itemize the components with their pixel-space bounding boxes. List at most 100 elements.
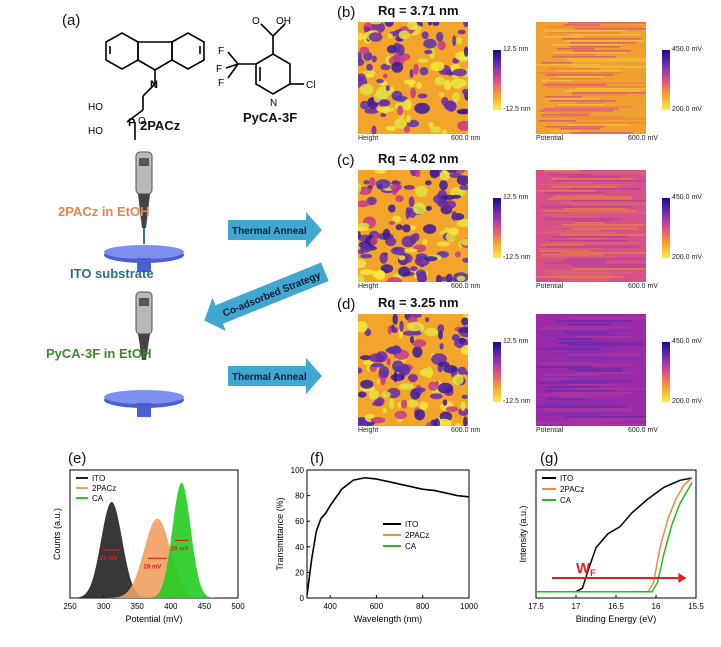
- afm-grain: [405, 207, 410, 220]
- afm-grain: [369, 353, 384, 363]
- afm-grain: [438, 330, 443, 340]
- afm-grain: [391, 215, 402, 223]
- kpfm-streak: [563, 24, 601, 26]
- afm-grain: [400, 399, 408, 409]
- kpfm-streak: [574, 372, 636, 374]
- colorbar-min: 200.0 mV: [672, 106, 702, 113]
- afm-grain: [416, 81, 422, 90]
- afm-grain: [413, 232, 420, 242]
- afm-grain: [412, 339, 427, 348]
- kpfm-streak: [553, 392, 633, 394]
- afm-grain: [360, 253, 373, 259]
- kpfm-streak: [545, 126, 605, 128]
- caption-potential: Potential: [536, 135, 564, 142]
- panel-label-a: (a): [62, 12, 81, 29]
- atom-oh: OH: [276, 16, 291, 27]
- afm-grain: [461, 317, 468, 326]
- panel-label-e: (e): [68, 450, 87, 467]
- kpfm-streak: [570, 132, 635, 134]
- afm-grain: [424, 49, 433, 55]
- kpfm-streak: [553, 54, 596, 56]
- kpfm-streak: [539, 184, 628, 186]
- afm-grain: [411, 331, 422, 336]
- substrate-icon-2: [104, 390, 184, 417]
- afm-grain: [385, 125, 397, 131]
- series-ito-line: [306, 476, 470, 596]
- colorbar-max: 12.5 nm: [503, 46, 529, 53]
- kpfm-streak: [564, 332, 609, 334]
- afm-grain: [391, 180, 401, 185]
- afm-grain: [417, 93, 428, 99]
- kpfm-streak: [538, 348, 602, 350]
- kpfm-streak: [549, 274, 612, 276]
- caption-pscale: 600.0 mV: [628, 283, 658, 290]
- kpfm-streak: [536, 406, 627, 408]
- afm-grain: [403, 185, 415, 190]
- kpfm-potential-image: [536, 314, 646, 426]
- afm-grain: [389, 398, 395, 410]
- kpfm-streak: [541, 330, 636, 332]
- kpfm-streak: [537, 414, 599, 416]
- afm-grain: [385, 236, 397, 247]
- atom-f2: F: [216, 64, 222, 75]
- afm-grain: [413, 63, 419, 75]
- afm-grain: [406, 115, 412, 123]
- afm-grain: [372, 270, 385, 279]
- colorbar-fill: [493, 342, 501, 402]
- kpfm-streak: [557, 48, 595, 50]
- colorbar-max: 12.5 nm: [503, 194, 529, 201]
- afm-grain: [443, 79, 452, 91]
- legend-label: CA: [92, 494, 104, 503]
- kpfm-streak: [571, 194, 604, 196]
- afm-grain: [414, 102, 430, 114]
- kpfm-streak: [546, 242, 643, 244]
- afm-grain: [358, 186, 372, 195]
- kpfm-streak: [549, 100, 616, 102]
- afm-grain: [409, 68, 414, 78]
- kpfm-streak: [543, 410, 636, 412]
- kpfm-streak: [556, 320, 633, 322]
- kpfm-streak: [565, 416, 646, 418]
- afm-grain: [421, 31, 429, 40]
- kpfm-streak: [570, 42, 636, 44]
- atom-ho-2: HO: [88, 126, 103, 137]
- afm-grain: [378, 99, 391, 107]
- kpfm-streak: [543, 272, 632, 274]
- atom-f1: F: [218, 46, 224, 57]
- colorbar-min: 200.0 mV: [672, 398, 702, 405]
- kpfm-streak: [548, 412, 624, 414]
- kpfm-streak: [572, 94, 628, 96]
- afm-grain: [419, 401, 429, 410]
- afm-grain: [374, 170, 387, 174]
- kpfm-streak: [564, 90, 642, 92]
- colorbar: [493, 198, 501, 258]
- kpfm-streak: [550, 186, 618, 188]
- kpfm-streak: [552, 56, 616, 58]
- kpfm-streak: [573, 50, 632, 52]
- caption-scale: 600.0 nm: [451, 135, 481, 142]
- series-ca-line: [306, 476, 470, 596]
- kpfm-streak: [541, 62, 573, 64]
- afm-grain: [410, 266, 418, 271]
- kpfm-streak: [540, 326, 628, 328]
- afm-grain: [416, 272, 427, 282]
- colorbar-max: 450.0 mV: [672, 338, 702, 345]
- legend-label: ITO: [92, 474, 105, 483]
- afm-grain: [381, 391, 391, 398]
- molecule-name-pyca3f: PyCA-3F: [243, 110, 298, 125]
- afm-grain: [386, 44, 398, 54]
- kpfm-streak: [567, 124, 630, 126]
- afm-grain: [458, 407, 468, 416]
- afm-grain: [380, 264, 394, 274]
- afm-grain: [358, 200, 370, 208]
- afm-grain: [382, 228, 391, 241]
- kpfm-streak: [557, 76, 605, 78]
- kpfm-streak: [543, 84, 607, 86]
- kpfm-streak: [560, 128, 601, 130]
- afm-grain: [415, 185, 428, 198]
- atom-ho: HO: [88, 102, 103, 113]
- kpfm-streak: [570, 204, 646, 206]
- kpfm-streak: [545, 218, 622, 220]
- panel-label-c: (c): [337, 152, 355, 169]
